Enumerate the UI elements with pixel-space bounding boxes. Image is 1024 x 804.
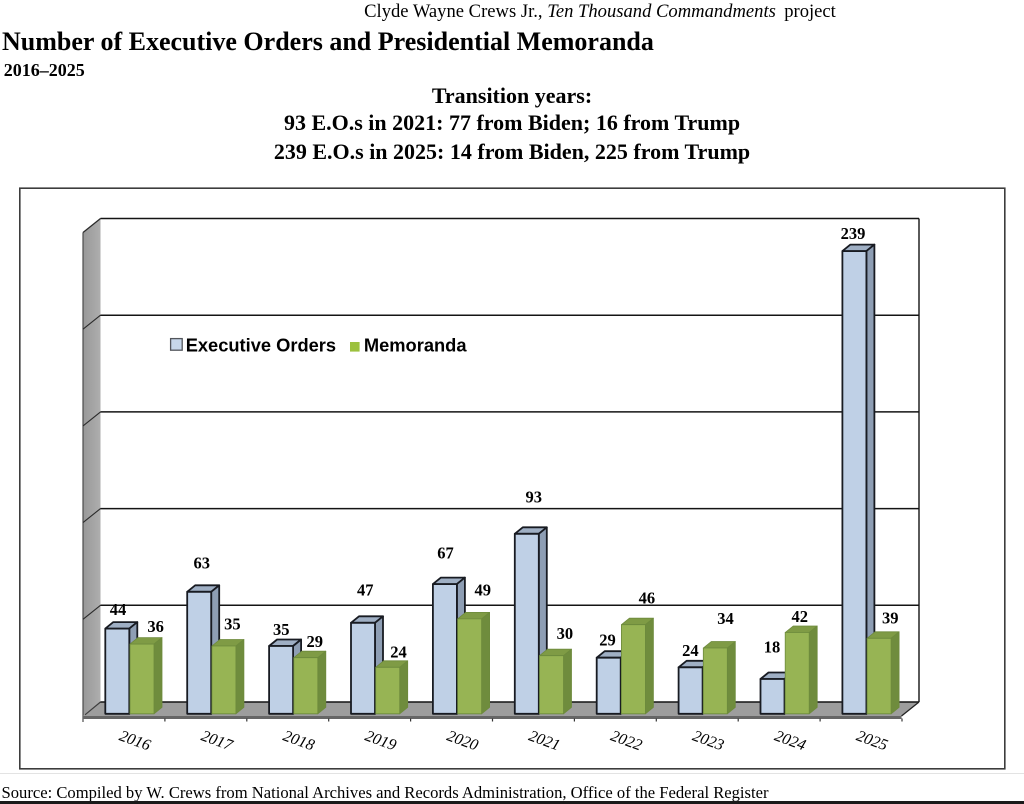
svg-text:34: 34 <box>717 609 734 628</box>
svg-text:47: 47 <box>357 580 374 599</box>
svg-text:29: 29 <box>599 631 616 650</box>
svg-text:24: 24 <box>390 643 407 662</box>
svg-text:44: 44 <box>110 600 127 619</box>
svg-text:39: 39 <box>882 609 899 628</box>
svg-text:35: 35 <box>224 614 241 633</box>
svg-text:2016: 2016 <box>117 728 153 755</box>
svg-text:2017: 2017 <box>199 728 236 755</box>
svg-text:18: 18 <box>764 638 781 657</box>
svg-text:63: 63 <box>193 553 210 572</box>
svg-text:2022: 2022 <box>608 728 644 755</box>
svg-text:239: 239 <box>841 224 866 243</box>
svg-text:24: 24 <box>682 641 699 660</box>
svg-text:30: 30 <box>557 624 574 643</box>
svg-text:67: 67 <box>437 543 454 562</box>
svg-text:29: 29 <box>306 632 323 651</box>
svg-text:93: 93 <box>526 487 543 506</box>
svg-text:2023: 2023 <box>690 728 726 755</box>
svg-text:35: 35 <box>273 620 290 639</box>
svg-text:2020: 2020 <box>444 728 480 755</box>
svg-text:Memoranda: Memoranda <box>364 335 467 356</box>
svg-text:2025: 2025 <box>854 728 890 755</box>
svg-text:2024: 2024 <box>772 728 808 755</box>
svg-text:36: 36 <box>147 617 164 636</box>
svg-text:2019: 2019 <box>363 728 399 755</box>
svg-text:Executive Orders: Executive Orders <box>186 335 336 356</box>
svg-text:42: 42 <box>791 607 808 626</box>
svg-text:49: 49 <box>475 581 492 600</box>
svg-text:46: 46 <box>639 588 656 607</box>
svg-text:2018: 2018 <box>281 728 317 755</box>
svg-text:2021: 2021 <box>526 728 562 755</box>
